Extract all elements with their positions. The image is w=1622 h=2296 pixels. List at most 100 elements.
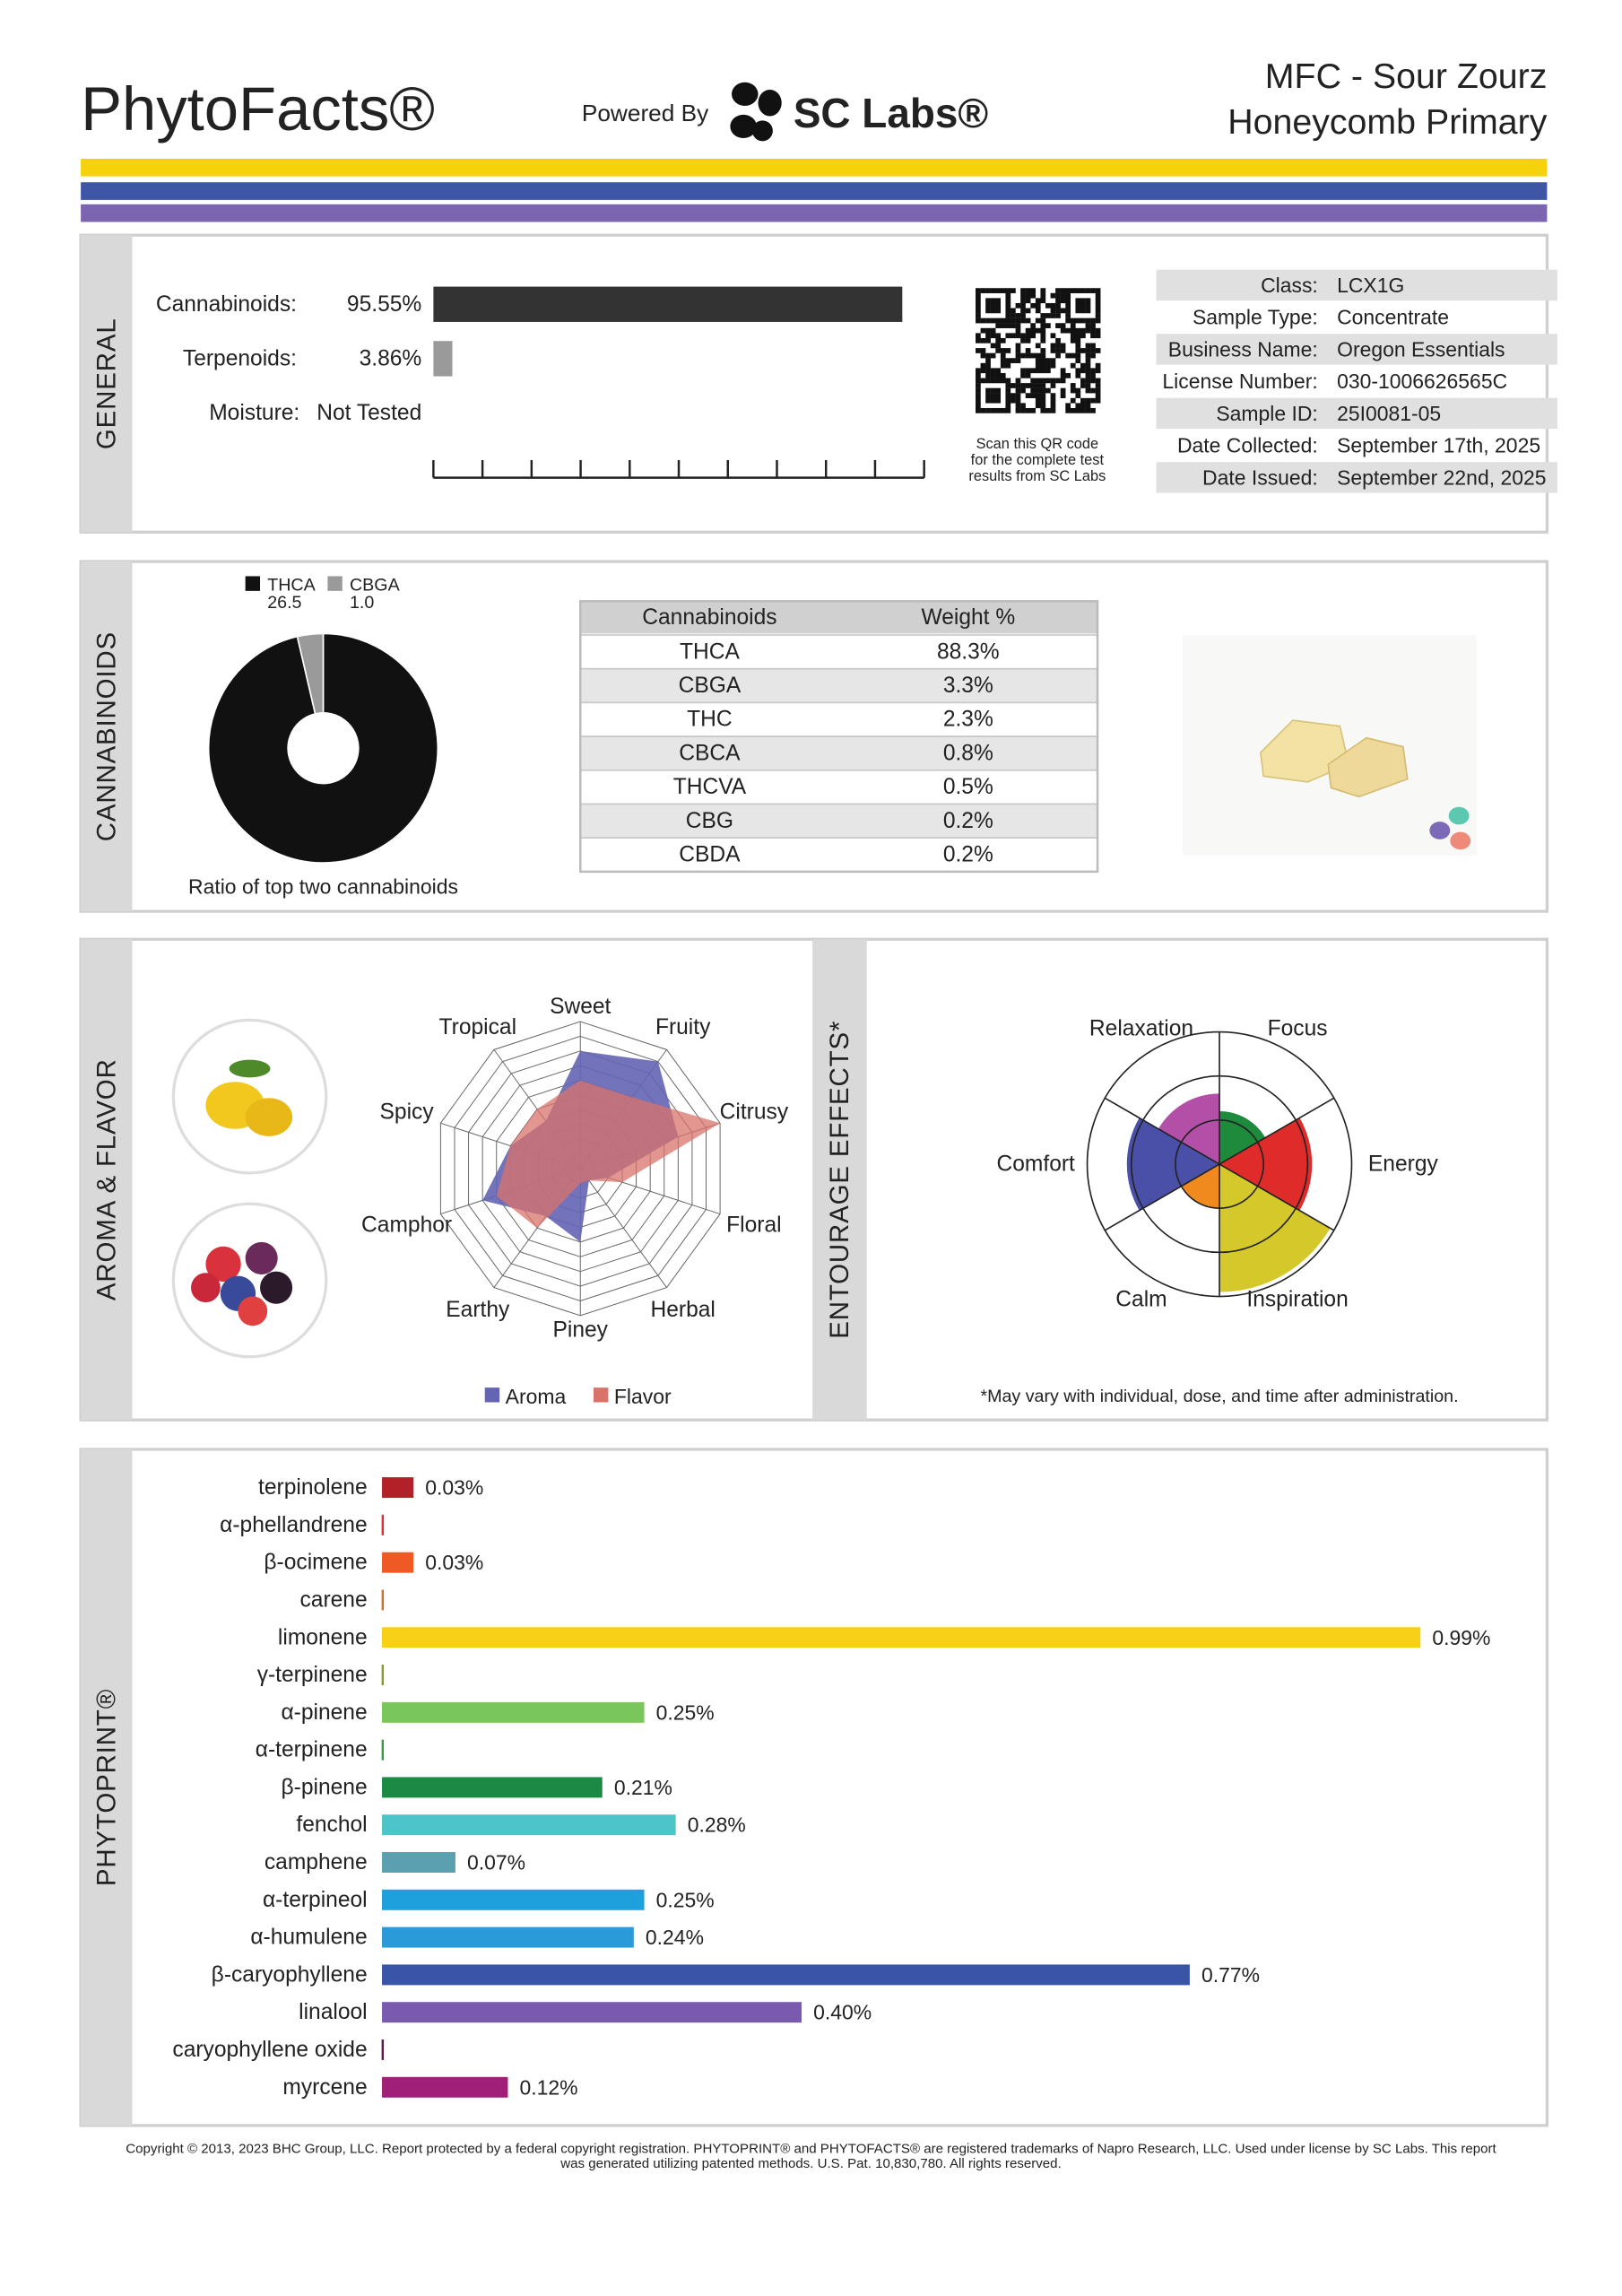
qr-module — [1085, 308, 1091, 314]
qr-module — [985, 378, 991, 384]
qr-module — [1095, 368, 1101, 374]
qr-module — [1090, 352, 1096, 359]
radar-axis-label: Herbal — [650, 1298, 715, 1322]
legend-swatch — [484, 1387, 500, 1403]
qr-module — [1005, 387, 1011, 394]
qr-module — [976, 333, 981, 339]
qr-module — [1050, 308, 1056, 314]
qr-module — [1005, 397, 1011, 404]
info-label: Sample Type: — [1193, 306, 1318, 329]
qr-module — [1090, 317, 1096, 324]
qr-module — [1005, 407, 1011, 413]
qr-module — [1020, 317, 1026, 324]
qr-module — [976, 292, 981, 299]
qr-module — [1025, 348, 1031, 353]
qr-module — [1080, 298, 1086, 304]
qr-module — [1050, 348, 1056, 353]
qr-module — [1005, 323, 1011, 328]
qr-module — [1015, 343, 1021, 349]
metric-bar — [433, 286, 903, 322]
qr-module — [976, 313, 981, 318]
qr-module — [990, 387, 996, 394]
qr-module — [1035, 378, 1041, 384]
qr-module — [995, 323, 1002, 328]
qr-module — [1095, 288, 1101, 293]
qr-module — [1020, 403, 1026, 409]
qr-module — [990, 352, 996, 359]
qr-module — [990, 308, 996, 314]
qr-module — [995, 368, 1002, 374]
qr-module — [1065, 403, 1071, 409]
qr-module — [1025, 372, 1031, 378]
qr-module — [1050, 358, 1056, 363]
qr-module — [1035, 403, 1041, 409]
qr-module — [990, 393, 996, 398]
qr-module — [1095, 397, 1101, 404]
info-label: Sample ID: — [1216, 402, 1317, 425]
qr-module — [1065, 352, 1071, 359]
qr-module — [990, 317, 996, 324]
table-cell: 0.2% — [943, 843, 993, 867]
qr-module — [985, 397, 991, 404]
qr-module — [985, 333, 991, 339]
qr-module — [1010, 308, 1016, 314]
metric-value: 95.55% — [347, 292, 421, 317]
qr-module — [1040, 368, 1046, 374]
table-header: Cannabinoids — [642, 605, 776, 630]
qr-module — [1015, 348, 1021, 353]
qr-caption: results from SC Labs — [968, 468, 1106, 484]
terpene-name: α-terpinene — [256, 1738, 368, 1762]
qr-module — [980, 368, 986, 374]
stripe-purple — [81, 204, 1548, 222]
table-row — [579, 769, 1098, 805]
qr-module — [1055, 308, 1061, 314]
qr-module — [976, 337, 981, 344]
qr-module — [1095, 333, 1101, 339]
qr-module — [1050, 292, 1056, 299]
effect-sector — [1219, 1164, 1331, 1292]
qr-module — [1085, 362, 1091, 369]
qr-module — [1060, 298, 1066, 304]
table-border — [579, 600, 1099, 874]
qr-module — [1060, 343, 1066, 349]
qr-module — [1050, 403, 1056, 409]
terpene-value: 0.99% — [1432, 1626, 1490, 1649]
qr-module — [1095, 317, 1101, 324]
qr-module — [976, 372, 981, 378]
qr-module — [1055, 352, 1061, 359]
qr-module — [1075, 337, 1081, 344]
qr-module — [1090, 368, 1096, 374]
qr-module — [976, 393, 981, 398]
qr-module — [1005, 308, 1011, 314]
qr-module — [1000, 407, 1006, 413]
terpene-name: γ-terpinene — [257, 1663, 368, 1687]
qr-module — [1020, 313, 1026, 318]
qr-module — [995, 302, 1002, 309]
qr-module — [1020, 298, 1026, 304]
qr-module — [1040, 348, 1046, 353]
qr-module — [976, 288, 981, 293]
qr-module — [1025, 288, 1031, 293]
qr-module — [1055, 378, 1061, 384]
qr-module — [1025, 407, 1031, 413]
terpene-value: 0.77% — [1201, 1963, 1260, 1987]
qr-module — [1035, 327, 1041, 334]
qr-module — [1005, 317, 1011, 324]
table-cell: CBGA — [679, 674, 742, 698]
qr-module — [1080, 403, 1086, 409]
qr-module — [995, 397, 1002, 404]
table-cell: 0.8% — [943, 741, 993, 765]
radar-axis-label: Tropical — [439, 1015, 517, 1039]
qr-module — [980, 327, 986, 334]
qr-module — [1050, 362, 1056, 369]
qr-module — [990, 302, 996, 309]
qr-module — [1040, 362, 1046, 369]
table-cell: THCVA — [673, 775, 747, 799]
qr-module — [1040, 288, 1046, 293]
terpene-value: 0.25% — [656, 1700, 715, 1724]
qr-module — [1085, 378, 1091, 384]
qr-module — [1065, 372, 1071, 378]
radar-axis-label: Fruity — [655, 1015, 711, 1039]
terpene-value: 0.12% — [520, 2075, 578, 2099]
